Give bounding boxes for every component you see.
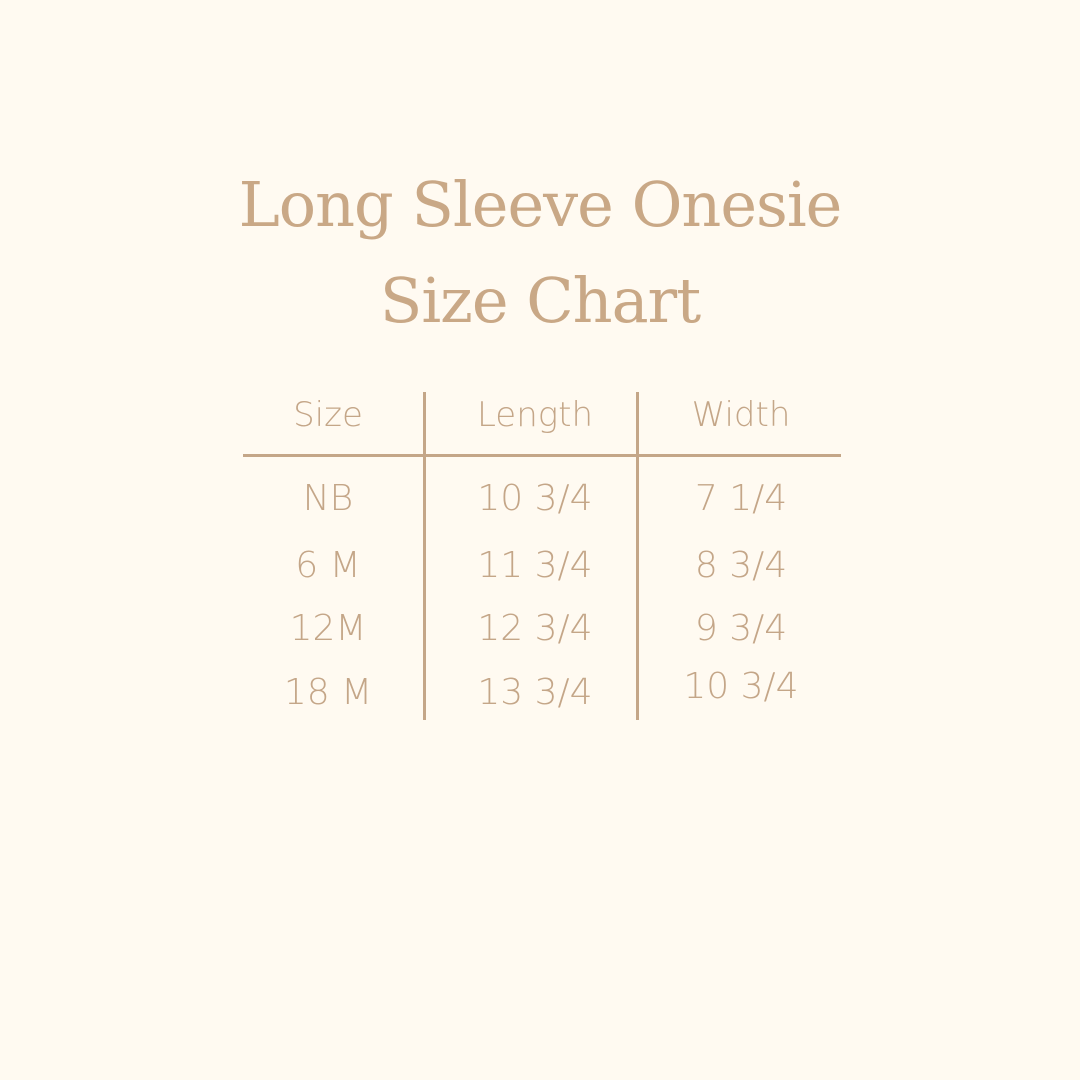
table-cell: 10 3/4	[683, 666, 799, 707]
table-cell: 8 3/4	[694, 545, 788, 586]
header-width: Width	[691, 395, 791, 435]
table-cell: 13 3/4	[477, 672, 593, 713]
column-divider-2	[636, 392, 639, 720]
table-cell: 9 3/4	[694, 608, 788, 649]
table-cell: NB	[302, 478, 354, 519]
table-cell: 11 3/4	[477, 545, 593, 586]
table-cell: 7 1/4	[694, 478, 788, 519]
header-size: Size	[293, 395, 363, 435]
table-cell: 10 3/4	[477, 478, 593, 519]
title-line-1: Long Sleeve Onesie	[238, 168, 843, 241]
header-divider	[243, 454, 841, 457]
table-cell: 6 M	[295, 545, 361, 586]
table-cell: 12M	[289, 608, 367, 649]
title-line-2: Size Chart	[379, 264, 701, 337]
header-length: Length	[476, 395, 594, 435]
table-cell: 12 3/4	[477, 608, 593, 649]
table-cell: 18 M	[283, 672, 373, 713]
column-divider-1	[423, 392, 426, 720]
